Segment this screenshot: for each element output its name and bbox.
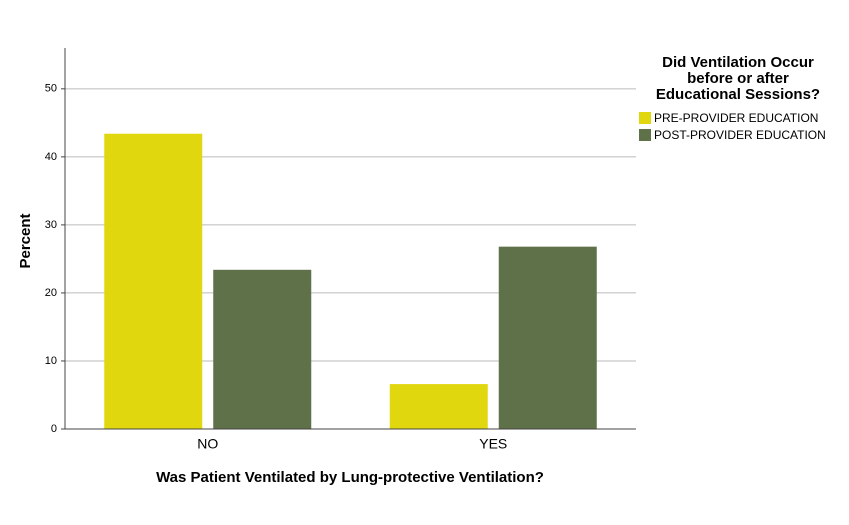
y-axis-label: Percent — [17, 213, 34, 268]
y-tick-label: 40 — [45, 151, 57, 163]
bar — [213, 269, 312, 429]
bar — [104, 133, 203, 429]
x-tick-label: YES — [479, 436, 507, 452]
legend-title: Did Ventilation Occur before or after Ed… — [655, 54, 821, 103]
legend-swatch — [639, 129, 651, 141]
y-tick-label: 0 — [51, 423, 57, 435]
legend-label: POST-PROVIDER EDUCATION — [654, 128, 826, 142]
x-axis-label: Was Patient Ventilated by Lung-protectiv… — [156, 469, 544, 486]
y-tick-label: 10 — [45, 355, 57, 367]
legend-label: PRE-PROVIDER EDUCATION — [654, 111, 818, 125]
bar — [389, 384, 488, 429]
x-tick-label: NO — [197, 436, 218, 452]
y-tick-label: 30 — [45, 219, 57, 231]
legend-swatch — [639, 112, 651, 124]
y-tick-label: 50 — [45, 83, 57, 95]
y-tick-label: 20 — [45, 287, 57, 299]
bar — [498, 246, 597, 429]
